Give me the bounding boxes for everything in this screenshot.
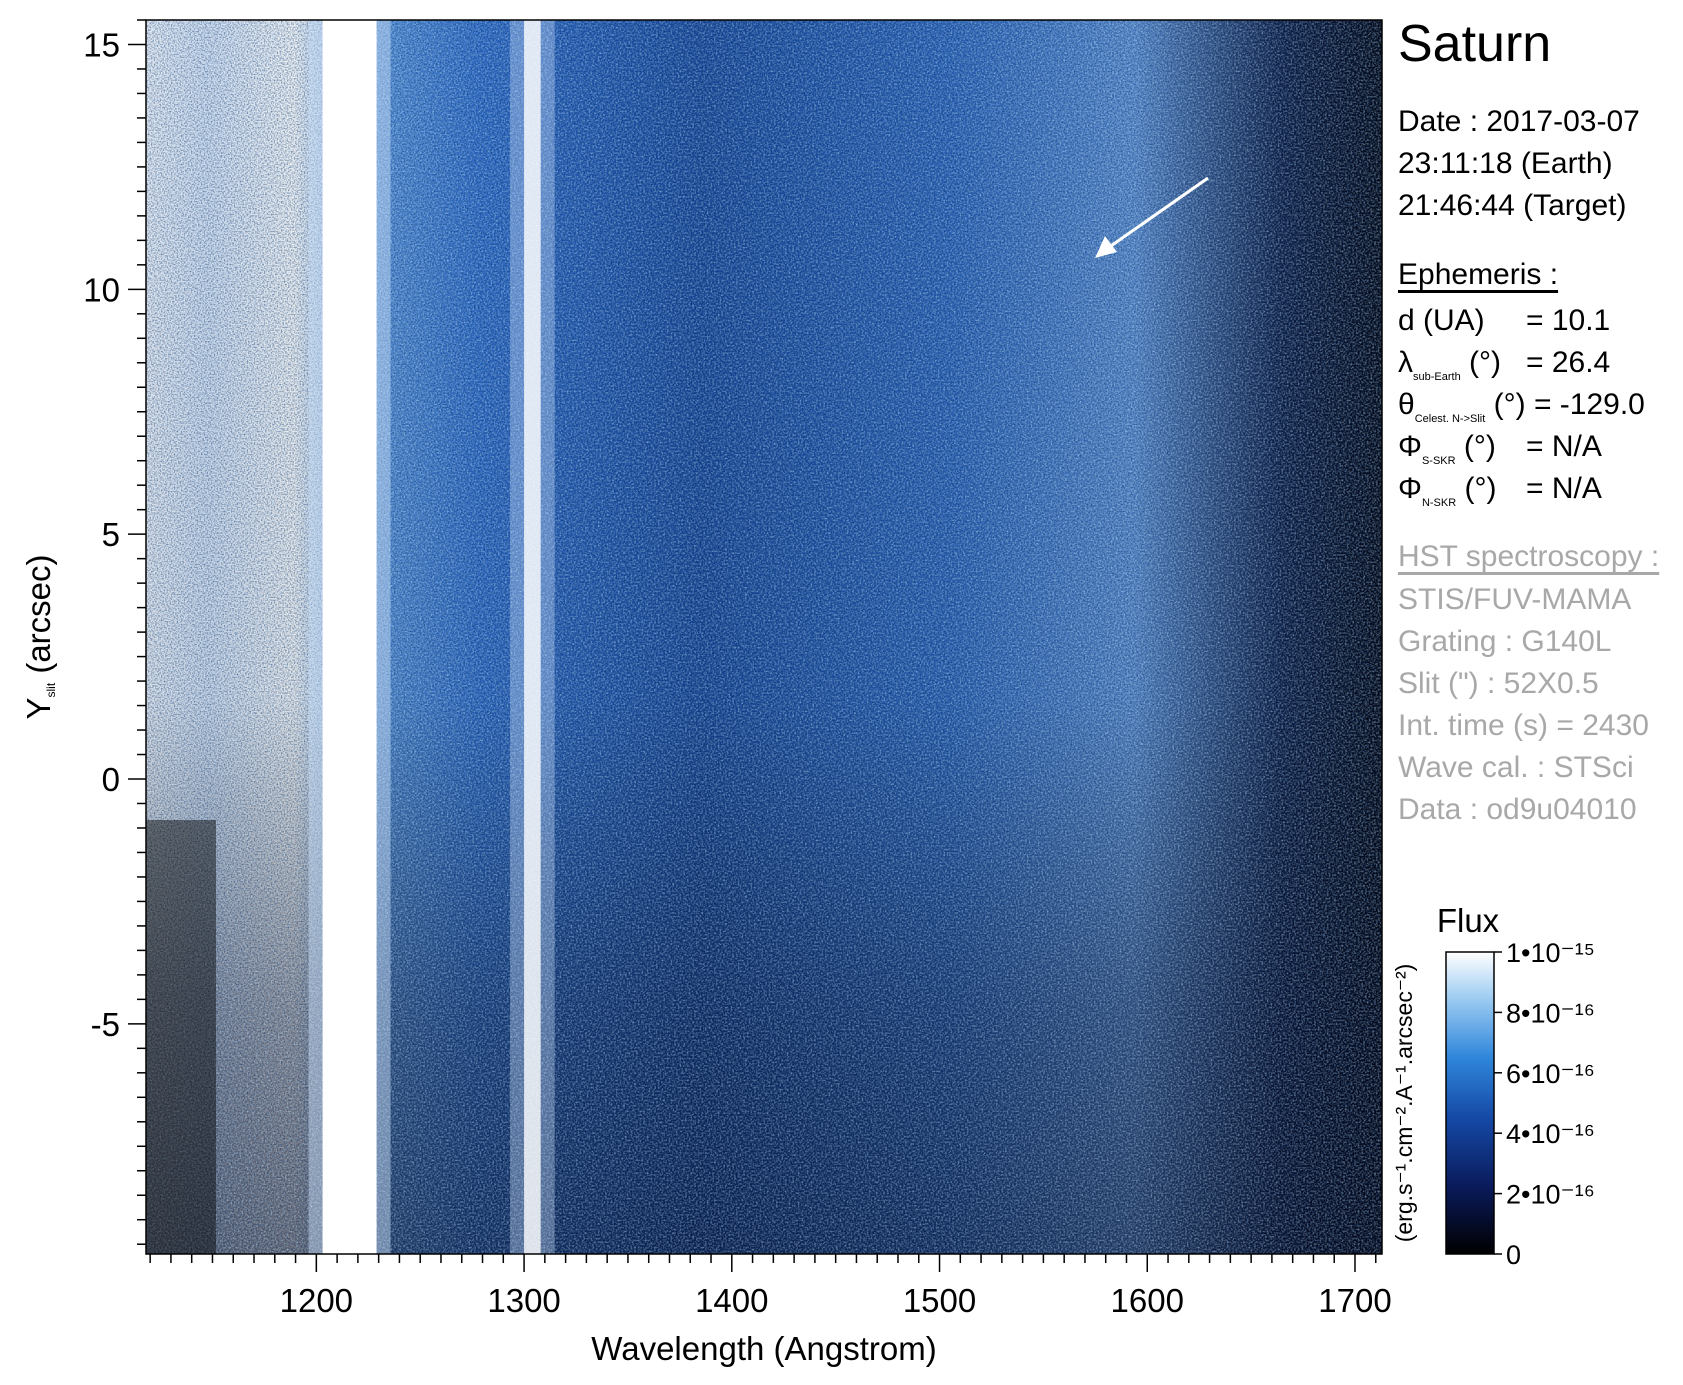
hst-wave-cal: Wave cal. : STSci <box>1398 751 1634 784</box>
ephem-value: = 26.4 <box>1526 346 1611 379</box>
ephem-value: = -129.0 <box>1533 388 1645 421</box>
hst-instrument: STIS/FUV-MAMA <box>1398 583 1632 616</box>
ephem-symbol: Φ <box>1398 430 1422 463</box>
time-earth: 23:11:18 (Earth) <box>1398 147 1613 180</box>
svg-text:Yslit (arcsec): Yslit (arcsec) <box>20 554 58 719</box>
ephem-sub: S-SKR <box>1421 455 1456 467</box>
y-axis-label-main: Y <box>20 698 57 720</box>
ephem-suffix: (°) <box>1460 346 1502 379</box>
ephem-suffix: (°) <box>1455 430 1496 463</box>
y-tick-label: 5 <box>102 516 120 553</box>
y-axis-label-units: (arcsec) <box>20 554 57 673</box>
ephem-row-lambda: λsub-Earth (°) = 26.4 <box>1398 346 1610 383</box>
ephem-value: = N/A <box>1526 430 1602 463</box>
hst-data-id: Data : od9u04010 <box>1398 793 1637 826</box>
ephem-value: = N/A <box>1526 472 1602 505</box>
ephem-row-theta: θCelest. N->Slit (°) = -129.0 <box>1398 388 1645 425</box>
y-axis-label-sub: slit <box>44 682 58 697</box>
y-tick-label: 15 <box>83 26 120 63</box>
ephem-sub: Celest. N->Slit <box>1414 413 1486 425</box>
colorbar-units: (erg.s⁻¹.cm⁻².A⁻¹.arcsec⁻²) <box>1391 964 1417 1243</box>
x-tick-label: 1300 <box>487 1282 560 1319</box>
date-line: Date : 2017-03-07 <box>1398 105 1640 138</box>
ephem-row-phi-n: ΦN-SKR (°) = N/A <box>1398 472 1602 509</box>
x-tick-label: 1200 <box>280 1282 353 1319</box>
ephem-value: = 10.1 <box>1526 304 1611 337</box>
x-axis-label: Wavelength (Angstrom) <box>591 1330 936 1367</box>
colorbar-tick-label: 4•10⁻¹⁶ <box>1506 1119 1595 1149</box>
x-tick-label: 1700 <box>1318 1282 1391 1319</box>
ephem-suffix: (°) <box>1485 388 1526 421</box>
colorbar-tick-label: 2•10⁻¹⁶ <box>1506 1180 1595 1210</box>
ephem-suffix: (°) <box>1456 472 1497 505</box>
ephem-row-distance: d (UA) = 10.1 <box>1398 304 1610 338</box>
hst-grating: Grating : G140L <box>1398 625 1612 658</box>
x-tick-label: 1600 <box>1111 1282 1184 1319</box>
y-tick-label: -5 <box>91 1006 120 1043</box>
colorbar-tick-label: 0 <box>1506 1240 1521 1270</box>
x-tick-label: 1500 <box>903 1282 976 1319</box>
colorbar-title: Flux <box>1437 902 1500 939</box>
hst-header: HST spectroscopy : <box>1398 540 1660 573</box>
hst-slit: Slit (") : 52X0.5 <box>1398 667 1599 700</box>
y-tick-label: 0 <box>102 761 120 798</box>
ephem-sub: N-SKR <box>1421 497 1457 509</box>
plot-frame <box>145 19 1383 1255</box>
spectrogram-image <box>146 20 1382 1254</box>
ephem-label: d (UA) <box>1398 304 1485 337</box>
time-target: 21:46:44 (Target) <box>1398 189 1627 222</box>
hst-int-time: Int. time (s) = 2430 <box>1398 709 1649 742</box>
planet-name: Saturn <box>1398 15 1552 73</box>
y-axis-label-space <box>20 674 57 683</box>
x-tick-label: 1400 <box>695 1282 768 1319</box>
arrow-annotation <box>1095 176 1209 258</box>
colorbar-tick-label: 6•10⁻¹⁶ <box>1506 1059 1595 1089</box>
colorbar-tick-label: 1•10⁻¹⁵ <box>1506 938 1595 968</box>
ephemeris-header: Ephemeris : <box>1398 258 1559 291</box>
ephem-sub: sub-Earth <box>1413 371 1461 383</box>
ephem-symbol: Φ <box>1398 472 1422 505</box>
emission-band <box>322 20 377 1254</box>
y-axis-label: Yslit (arcsec) <box>20 554 58 719</box>
colorbar-tick-label: 8•10⁻¹⁶ <box>1506 998 1595 1028</box>
emission-band <box>524 20 541 1254</box>
ephem-symbol: λ <box>1398 346 1413 379</box>
y-tick-label: 10 <box>83 271 120 308</box>
colorbar: Flux (erg.s⁻¹.cm⁻².A⁻¹.arcsec⁻²) 0 2•10⁻¹… <box>1391 902 1595 1270</box>
colorbar-bar <box>1445 951 1495 1255</box>
ephem-row-phi-s: ΦS-SKR (°) = N/A <box>1398 430 1602 467</box>
ephem-symbol: θ <box>1398 388 1415 421</box>
